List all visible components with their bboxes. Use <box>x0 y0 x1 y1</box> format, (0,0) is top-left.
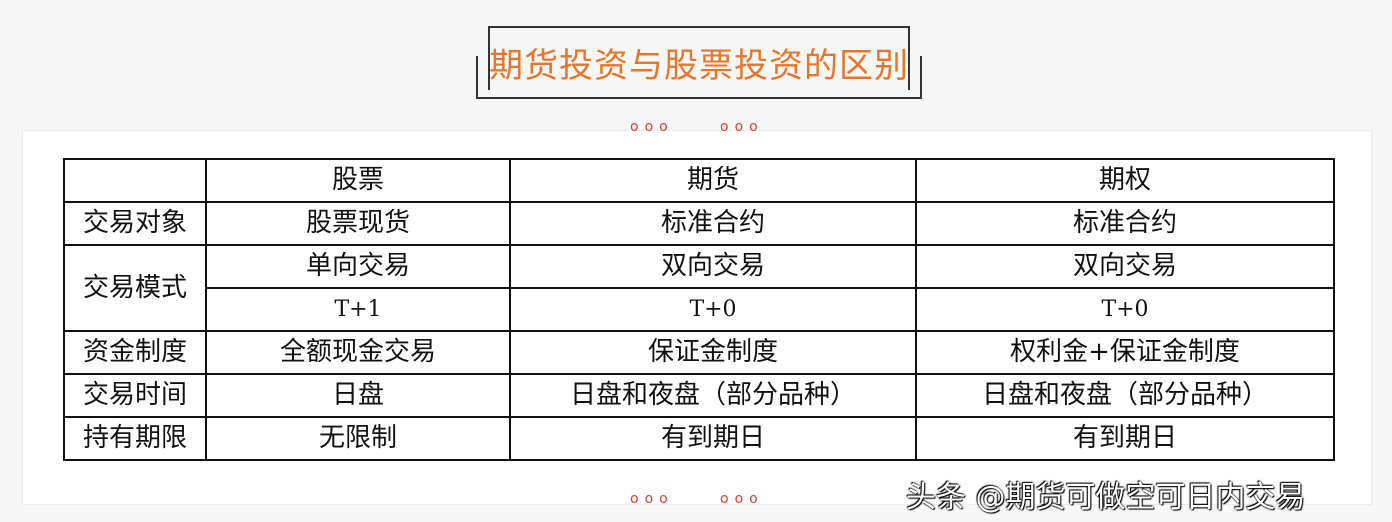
table-row: 交易模式 单向交易 双向交易 双向交易 <box>63 244 1335 332</box>
table-cell: 单向交易 <box>205 244 511 289</box>
header-cell: 期货 <box>509 158 917 203</box>
table-cell: 全额现金交易 <box>205 330 511 375</box>
decorative-dots: ooo <box>720 491 764 507</box>
row-label: 交易模式 <box>63 244 207 332</box>
table-row: T+1 T+0 T+0 <box>64 287 1335 332</box>
table-cell: 日盘和夜盘（部分品种） <box>509 373 917 418</box>
table-cell: 有到期日 <box>509 416 917 461</box>
decorative-dots: ooo <box>630 119 674 135</box>
row-label: 资金制度 <box>63 330 207 375</box>
table-cell: 标准合约 <box>509 201 917 246</box>
row-label: 持有期限 <box>63 416 207 461</box>
header-cell <box>63 158 207 203</box>
divider <box>22 130 622 131</box>
table-cell: 有到期日 <box>915 416 1335 461</box>
table-cell: 股票现货 <box>205 201 511 246</box>
page-title: 期货投资与股票投资的区别 <box>489 46 909 86</box>
watermark: 头条 @期货可做空可日内交易 <box>906 480 1306 515</box>
row-label: 交易时间 <box>63 373 207 418</box>
title-frame <box>488 26 910 90</box>
table-cell: 日盘 <box>205 373 511 418</box>
table-cell: 双向交易 <box>509 244 917 289</box>
header-cell: 期权 <box>915 158 1335 203</box>
table-cell: 标准合约 <box>915 201 1335 246</box>
table-row: 资金制度 全额现金交易 保证金制度 权利金+保证金制度 <box>63 330 1335 375</box>
table-header-row: 股票 期货 期权 <box>63 158 1335 203</box>
table-cell: T+1 <box>205 287 511 332</box>
table-cell: T+0 <box>915 287 1335 332</box>
table-row: 交易时间 日盘 日盘和夜盘（部分品种） 日盘和夜盘（部分品种） <box>63 373 1335 418</box>
table-row: 交易对象 股票现货 标准合约 标准合约 <box>63 201 1335 246</box>
decorative-dots: ooo <box>630 491 674 507</box>
header-cell: 股票 <box>205 158 511 203</box>
comparison-table: 股票 期货 期权 交易对象 股票现货 标准合约 标准合约 交易模式 单向交易 双… <box>63 158 1335 461</box>
table-row: 持有期限 无限制 有到期日 有到期日 <box>63 416 1335 461</box>
table-cell: 双向交易 <box>915 244 1335 289</box>
title-bracket <box>476 56 922 99</box>
table-cell: 日盘和夜盘（部分品种） <box>915 373 1335 418</box>
decorative-dots: ooo <box>720 119 764 135</box>
table-cell: T+0 <box>509 287 917 332</box>
table-cell: 权利金+保证金制度 <box>915 330 1335 375</box>
table-cell: 无限制 <box>205 416 511 461</box>
table-cell: 保证金制度 <box>509 330 917 375</box>
row-label: 交易对象 <box>63 201 207 246</box>
